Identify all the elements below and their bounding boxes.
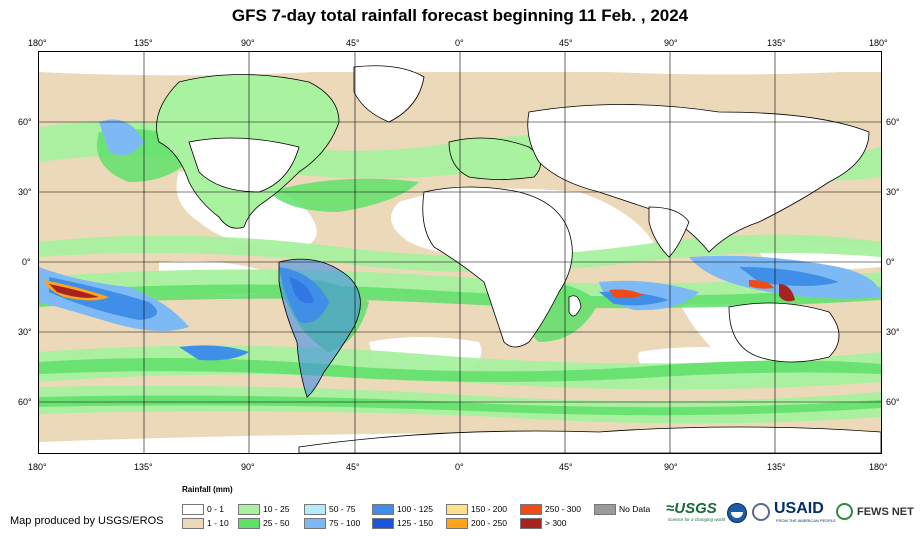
lat-tick-right: 0°: [886, 257, 895, 267]
lon-tick-top: 90°: [241, 38, 255, 48]
usgs-logo-text: ≈USGS: [666, 500, 717, 517]
lon-tick-bottom: 0°: [455, 462, 464, 472]
legend-swatch: [304, 518, 326, 529]
rainfall-map[interactable]: [38, 51, 882, 454]
lon-tick-top: 180°: [28, 38, 47, 48]
lat-tick-left: 30°: [18, 327, 32, 337]
lon-tick-top: 90°: [664, 38, 678, 48]
legend-label: 0 - 1: [207, 504, 225, 514]
legend-title: Rainfall (mm): [182, 485, 233, 494]
lon-tick-bottom: 45°: [559, 462, 573, 472]
legend-label: No Data: [619, 504, 651, 514]
legend-label: 125 - 150: [397, 518, 433, 528]
legend-swatch: [238, 518, 260, 529]
lat-tick-right: 60°: [886, 117, 900, 127]
lat-tick-left: 60°: [18, 117, 32, 127]
legend-swatch: [520, 518, 542, 529]
legend-swatch: [238, 504, 260, 515]
lon-tick-top: 135°: [134, 38, 153, 48]
lon-tick-top: 180°: [869, 38, 888, 48]
fews-net-logo: FEWS NET: [857, 506, 914, 518]
legend-swatch: [594, 504, 616, 515]
legend-swatch: [304, 504, 326, 515]
lat-tick-right: 30°: [886, 327, 900, 337]
usaid-tagline: FROM THE AMERICAN PEOPLE: [776, 518, 836, 523]
legend-swatch: [446, 504, 468, 515]
legend-label: 10 - 25: [263, 504, 290, 514]
legend-label: 200 - 250: [471, 518, 507, 528]
legend-swatch: [520, 504, 542, 515]
legend-label: 75 - 100: [329, 518, 361, 528]
usaid-logo: USAID: [774, 500, 824, 517]
graticule: [39, 52, 881, 453]
lon-tick-bottom: 45°: [346, 462, 360, 472]
legend-label: > 300: [545, 518, 567, 528]
lon-tick-bottom: 90°: [241, 462, 255, 472]
lon-tick-top: 45°: [559, 38, 573, 48]
fews-net-globe-icon: [836, 503, 853, 520]
noaa-icon: [727, 503, 747, 523]
legend-swatch: [446, 518, 468, 529]
lon-tick-bottom: 135°: [134, 462, 153, 472]
lon-tick-top: 0°: [455, 38, 464, 48]
legend-label: 1 - 10: [207, 518, 229, 528]
legend-label: 50 - 75: [329, 504, 356, 514]
lat-tick-right: 60°: [886, 397, 900, 407]
usgs-logo: ≈USGS: [666, 500, 717, 517]
legend-swatch: [372, 518, 394, 529]
lon-tick-top: 135°: [767, 38, 786, 48]
legend-swatch: [182, 518, 204, 529]
legend-label: 150 - 200: [471, 504, 507, 514]
lon-tick-bottom: 180°: [28, 462, 47, 472]
rainfall-map-graphic: [39, 52, 881, 453]
lat-tick-left: 30°: [18, 187, 32, 197]
legend-swatch: [372, 504, 394, 515]
continents: [156, 65, 881, 453]
legend-label: 250 - 300: [545, 504, 581, 514]
map-title: GFS 7-day total rainfall forecast beginn…: [231, 6, 689, 25]
rain-extreme: [44, 280, 795, 302]
map-credit: Map produced by USGS/EROS: [10, 515, 164, 527]
lon-tick-bottom: 135°: [767, 462, 786, 472]
legend-label: 25 - 50: [263, 518, 290, 528]
dos-seal-icon: [752, 503, 770, 521]
usgs-tagline: science for a changing world: [668, 517, 726, 522]
lon-tick-top: 45°: [346, 38, 360, 48]
lat-tick-right: 30°: [886, 187, 900, 197]
lat-tick-left: 60°: [18, 397, 32, 407]
lat-tick-left: 0°: [22, 257, 31, 267]
legend-swatch: [182, 504, 204, 515]
legend-label: 100 - 125: [397, 504, 433, 514]
lon-tick-bottom: 180°: [869, 462, 888, 472]
lon-tick-bottom: 90°: [664, 462, 678, 472]
